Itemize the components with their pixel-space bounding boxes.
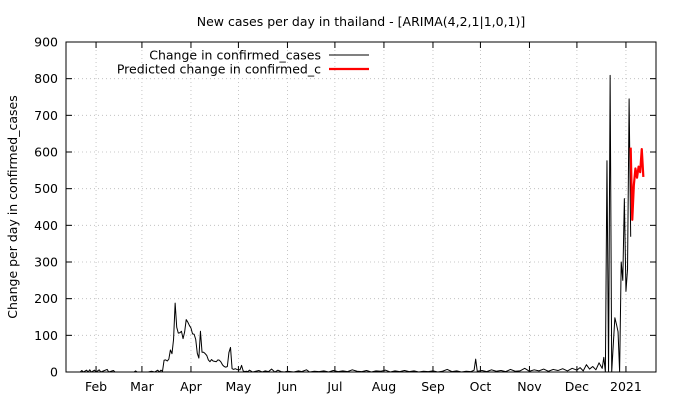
x-tick-label: Oct xyxy=(470,379,492,394)
series-group xyxy=(79,74,645,373)
x-tick-label: Jul xyxy=(326,379,342,394)
x-tick-label: Dec xyxy=(565,379,589,394)
y-axis: 0 100 200 300 400 500 600 700 800 900 xyxy=(34,35,656,380)
y-tick-label: 900 xyxy=(34,35,58,50)
x-tick-label: Mar xyxy=(130,379,154,394)
x-tick-label: Jun xyxy=(277,379,298,394)
series-line-0 xyxy=(79,74,632,373)
y-tick-label: 0 xyxy=(50,365,58,380)
chart-title: New cases per day in thailand - [ARIMA(4… xyxy=(197,14,526,29)
x-tick-label: Apr xyxy=(180,379,202,394)
legend-label-0: Change in confirmed_cases xyxy=(149,48,321,63)
y-tick-label: 400 xyxy=(34,218,58,233)
y-tick-label: 600 xyxy=(34,145,58,160)
x-tick-label: 2021 xyxy=(610,379,642,394)
y-axis-label: Change per day in confirmed_cases xyxy=(5,95,20,318)
y-tick-label: 100 xyxy=(34,328,58,343)
x-tick-label: Nov xyxy=(517,379,542,394)
y-tick-label: 300 xyxy=(34,255,58,270)
y-tick-label: 700 xyxy=(34,108,58,123)
series-line-1 xyxy=(629,147,645,221)
x-tick-label: May xyxy=(225,379,251,394)
x-tick-label: Sep xyxy=(421,379,445,394)
x-axis: Feb Mar Apr May Jun Jul Aug Sep Oct Nov Dec 2021 xyxy=(85,42,642,394)
y-tick-label: 500 xyxy=(34,181,58,196)
y-tick-label: 200 xyxy=(34,291,58,306)
y-tick-label: 800 xyxy=(34,71,58,86)
legend-label-1: Predicted change in confirmed_c xyxy=(117,62,321,77)
x-tick-label: Aug xyxy=(372,379,396,394)
x-tick-label: Feb xyxy=(85,379,107,394)
